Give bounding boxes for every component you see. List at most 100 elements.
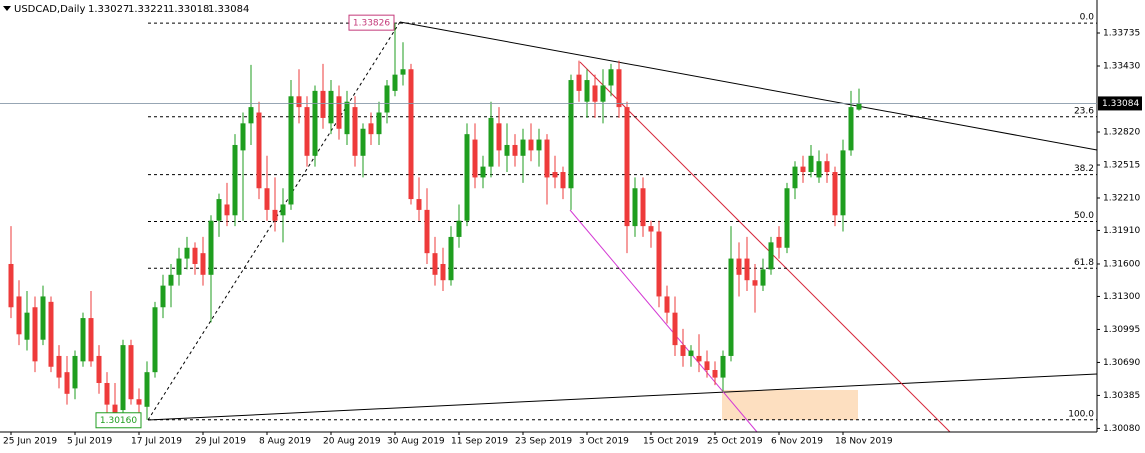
candle-body	[544, 139, 550, 178]
x-tick-label: 18 Nov 2019	[835, 437, 893, 447]
menu-icon[interactable]	[3, 6, 11, 11]
symbol: USDCAD,Daily	[14, 4, 85, 15]
candle-body	[600, 85, 606, 102]
plot	[8, 22, 1097, 421]
candle-body	[800, 166, 806, 173]
candle-body	[768, 242, 774, 270]
candle-body	[24, 312, 30, 340]
x-tick-label: 29 Jul 2019	[195, 437, 246, 447]
candle-body	[40, 296, 46, 340]
fib-label: 61.8	[1074, 258, 1094, 268]
header-close: 1.33084	[208, 4, 249, 15]
fib-label: 100.0	[1068, 409, 1094, 419]
candle-body	[384, 85, 390, 113]
candle-body	[144, 372, 150, 407]
candle-body	[208, 220, 214, 275]
fib-label: 38.2	[1074, 164, 1094, 174]
candle-body	[216, 199, 222, 221]
x-tick-label: 6 Nov 2019	[771, 437, 823, 447]
candle-body	[344, 101, 350, 135]
header-high: 1.33221	[128, 4, 169, 15]
candle-body	[112, 404, 118, 414]
candle-body	[720, 355, 726, 378]
y-tick-label: 1.30080	[1103, 424, 1140, 434]
candle-body	[592, 85, 598, 102]
candle-body	[840, 150, 846, 216]
x-tick-label: 30 Aug 2019	[387, 437, 445, 447]
candle-body	[656, 231, 662, 297]
candle-body	[736, 258, 742, 275]
fib-label: 23.6	[1074, 106, 1094, 116]
candle-body	[456, 220, 462, 237]
candle-body	[304, 107, 310, 156]
candle-body	[88, 318, 94, 362]
candle-body	[248, 107, 254, 124]
candle-body	[624, 107, 630, 227]
candle-body	[712, 370, 718, 378]
candle-body	[256, 112, 262, 189]
candle-body	[552, 172, 558, 178]
candle-body	[808, 155, 814, 173]
candle-body	[560, 172, 566, 189]
candle-body	[232, 144, 238, 216]
candle-body	[152, 307, 158, 373]
trend-line	[579, 61, 951, 433]
x-tick-label: 11 Sep 2019	[451, 437, 508, 447]
candle-body	[136, 399, 142, 405]
candle-body	[80, 318, 86, 362]
candle-body	[536, 139, 542, 151]
candle-body	[408, 69, 414, 200]
y-tick-label: 1.30995	[1103, 325, 1140, 335]
candle-body	[376, 112, 382, 135]
candle-body	[608, 69, 614, 86]
candle-body	[336, 96, 342, 129]
candle-body	[472, 139, 478, 178]
y-tick-label: 1.31910	[1103, 226, 1140, 236]
candle-body	[464, 134, 470, 221]
candle-body	[512, 144, 518, 156]
candle-body	[480, 166, 486, 178]
x-tick-label: 5 Jul 2019	[67, 437, 112, 447]
x-tick-label: 17 Jul 2019	[131, 437, 182, 447]
candle-body	[664, 296, 670, 313]
trend-line	[147, 373, 1098, 421]
candle-body	[72, 355, 78, 389]
fib-label: 0.0	[1080, 13, 1095, 23]
trend-line	[569, 209, 758, 433]
candle-body	[416, 199, 422, 210]
candle-body	[704, 361, 710, 371]
candle-body	[176, 258, 182, 275]
fib-high-label: 1.33826	[353, 19, 390, 29]
candle-body	[488, 117, 494, 167]
candle-body	[368, 123, 374, 135]
y-tick-label: 1.31600	[1103, 259, 1140, 269]
candle-body	[640, 188, 646, 227]
candle-body	[312, 90, 318, 156]
candle-body	[680, 345, 686, 356]
y-tick-label: 1.32210	[1103, 193, 1140, 203]
candle-body	[744, 258, 750, 281]
y-tick-label: 1.32820	[1103, 127, 1140, 137]
fib-label: 50.0	[1074, 211, 1094, 221]
trend-line	[399, 21, 1098, 151]
candle-body	[432, 253, 438, 275]
candle-body	[128, 345, 134, 400]
candle-body	[328, 90, 334, 124]
candle-body	[400, 69, 406, 75]
candle-body	[296, 96, 302, 108]
candle-body	[8, 263, 14, 308]
candle-body	[424, 209, 430, 254]
candle-body	[688, 350, 694, 356]
candle-body	[632, 188, 638, 227]
candle-body	[520, 139, 526, 156]
candle-body	[760, 269, 766, 286]
candle-body	[56, 355, 62, 378]
candle-body	[792, 166, 798, 189]
candle-body	[832, 172, 838, 216]
y-tick-label: 1.33430	[1103, 61, 1140, 71]
candle-body	[48, 301, 54, 367]
candle-body	[528, 139, 534, 151]
current-price-label: 1.33084	[1102, 99, 1139, 109]
candle-body	[32, 307, 38, 362]
